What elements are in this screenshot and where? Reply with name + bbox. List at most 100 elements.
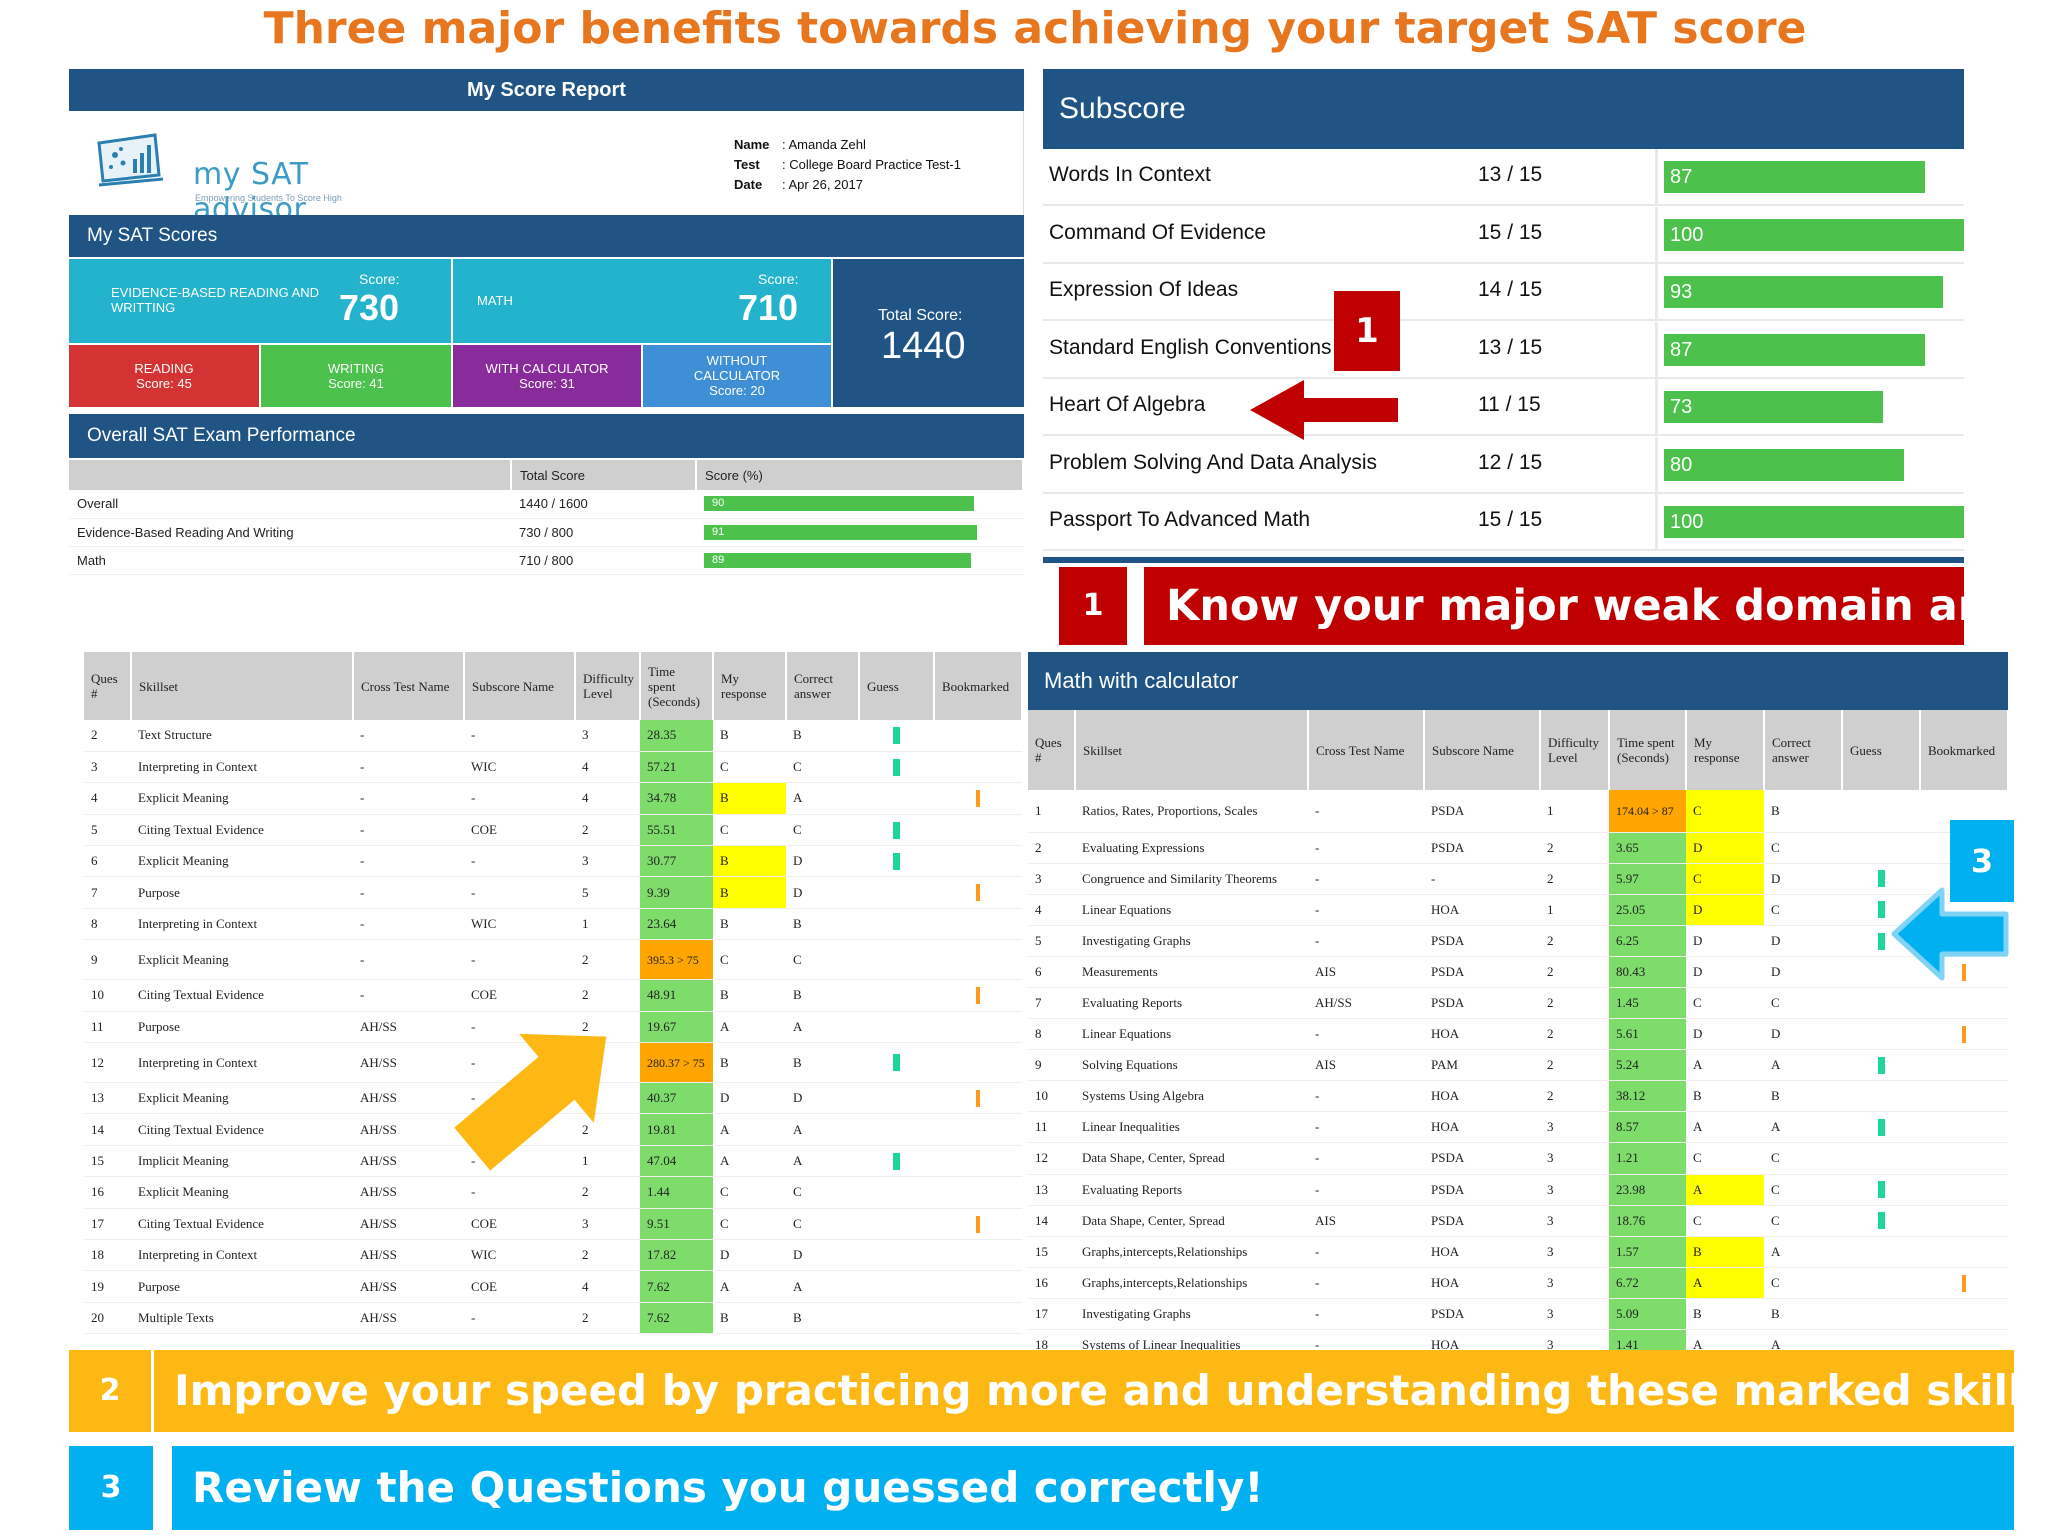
cross-test: - — [353, 720, 464, 752]
guess-cell — [1842, 1267, 1920, 1299]
callout-1-banner: Know your major weak domain area — [1144, 567, 2037, 645]
perf-bar-cell: 91 — [696, 518, 1023, 547]
skillset: Citing Textual Evidence — [131, 1208, 353, 1240]
time-spent: 5.09 — [1609, 1298, 1686, 1331]
col-header: Bookmarked — [1920, 710, 2009, 790]
skillset: Data Shape, Center, Spread — [1075, 1205, 1308, 1237]
table-row: 17 Citing Textual Evidence AH/SS COE 3 9.51 C C — [84, 1208, 1022, 1240]
ques-num: 19 — [84, 1270, 131, 1303]
time-spent: 1.44 — [640, 1176, 713, 1209]
ques-num: 4 — [1028, 894, 1075, 926]
time-spent: 23.64 — [640, 908, 713, 941]
cross-test: - — [1308, 832, 1424, 864]
my-response: A — [713, 1113, 786, 1146]
guess-cell — [859, 782, 934, 815]
ques-num: 5 — [84, 814, 131, 847]
difficulty: 3 — [1540, 1111, 1609, 1144]
guess-marker-icon — [1877, 1119, 1885, 1137]
subscore-row: Heart Of Algebra 11 / 15 73 — [1043, 379, 1964, 436]
guess-cell — [1842, 956, 1920, 988]
my-response: C — [1686, 790, 1764, 833]
subscore-name: Problem Solving And Data Analysis — [1049, 450, 1378, 474]
my-response: B — [713, 876, 786, 909]
my-response: A — [713, 1145, 786, 1178]
guess-cell — [859, 720, 934, 752]
guess-marker-icon — [1877, 901, 1885, 919]
cross-test: - — [1308, 1298, 1424, 1331]
skillset: Solving Equations — [1075, 1049, 1308, 1082]
skillset: Investigating Graphs — [1075, 1298, 1308, 1331]
time-spent: 80.43 — [1609, 956, 1686, 988]
correct-answer: A — [786, 1011, 859, 1044]
guess-marker-icon — [893, 1054, 900, 1072]
without-calc-score: Score: 20 — [709, 383, 765, 398]
table-row: 8 Interpreting in Context - WIC 1 23.64 B B — [84, 908, 1022, 941]
correct-answer: A — [1764, 1236, 1842, 1268]
my-response: C — [1686, 987, 1764, 1020]
skillset: Investigating Graphs — [1075, 925, 1308, 957]
bookmark-marker-icon — [976, 987, 980, 1005]
my-response: C — [1686, 1205, 1764, 1237]
bookmark-cell — [934, 1208, 1022, 1240]
skillset: Interpreting in Context — [131, 751, 353, 784]
skillset: Evaluating Reports — [1075, 1174, 1308, 1206]
guess-cell — [1842, 1111, 1920, 1144]
my-response: D — [1686, 894, 1764, 926]
cross-test: AH/SS — [353, 1176, 464, 1209]
difficulty: 3 — [1540, 1174, 1609, 1206]
my-response: C — [713, 814, 786, 847]
report-title: My Score Report — [69, 69, 1024, 111]
subscore-row: Problem Solving And Data Analysis 12 / 15… — [1043, 436, 1964, 494]
skillset: Graphs,intercepts,Relationships — [1075, 1236, 1308, 1268]
subscore-fraction: 13 / 15 — [1478, 163, 1543, 186]
time-spent: 48.91 — [640, 979, 713, 1012]
col-header: Bookmarked — [934, 652, 1023, 720]
skillset: Evaluating Reports — [1075, 987, 1308, 1020]
correct-answer: C — [786, 814, 859, 847]
my-response: B — [713, 782, 786, 815]
reading-box: READING Score: 45 — [69, 345, 259, 407]
subscore-name: PSDA — [1424, 1205, 1540, 1237]
my-response: B — [713, 1042, 786, 1084]
subscore-name: Words In Context — [1049, 163, 1211, 186]
time-spent: 40.37 — [640, 1082, 713, 1115]
perf-row: Evidence-Based Reading And Writing 730 / … — [69, 518, 1023, 547]
difficulty: 3 — [575, 720, 640, 752]
skillset: Linear Equations — [1075, 894, 1308, 926]
time-spent: 174.04 > 87 — [1609, 790, 1686, 833]
table-row: 18 Interpreting in Context AH/SS WIC 2 17.82 D… — [84, 1239, 1022, 1272]
guess-cell — [859, 1145, 934, 1178]
col-header: Correct answer — [786, 652, 860, 720]
correct-answer: C — [786, 939, 859, 981]
ques-num: 15 — [84, 1145, 131, 1178]
math-score-label: Score: — [758, 271, 799, 287]
time-spent: 5.61 — [1609, 1018, 1686, 1051]
skillset: Interpreting in Context — [131, 1239, 353, 1272]
skillset: Interpreting in Context — [131, 908, 353, 941]
correct-answer: D — [786, 876, 859, 909]
subscore-track: 100 — [1655, 494, 1964, 551]
score-boxes: EVIDENCE-BASED READING AND WRITTING Scor… — [69, 259, 1024, 407]
meta-key: Date — [734, 177, 763, 192]
subscore-name: PSDA — [1424, 1142, 1540, 1175]
table-row: 17 Investigating Graphs - PSDA 3 5.09 B B — [1028, 1298, 2008, 1331]
bookmark-cell — [1920, 1142, 2008, 1175]
my-response: D — [713, 1239, 786, 1272]
cross-test: AH/SS — [353, 1145, 464, 1178]
my-response: A — [1686, 1049, 1764, 1082]
difficulty: 2 — [1540, 832, 1609, 864]
difficulty: 2 — [1540, 863, 1609, 895]
my-response: B — [713, 845, 786, 878]
my-response: A — [1686, 1111, 1764, 1144]
skillset: Implicit Meaning — [131, 1145, 353, 1178]
perf-name: Overall — [69, 490, 511, 519]
bookmark-cell — [934, 720, 1022, 752]
subscore-row: Passport To Advanced Math 15 / 15 100 — [1043, 494, 1964, 551]
my-response: B — [1686, 1298, 1764, 1331]
col-header: My response — [713, 652, 787, 720]
subscore-name: - — [464, 720, 575, 752]
perf-bar-cell: 89 — [696, 546, 1023, 575]
difficulty: 2 — [575, 1239, 640, 1272]
col-header: Cross Test Name — [353, 652, 465, 720]
correct-answer: B — [786, 720, 859, 752]
